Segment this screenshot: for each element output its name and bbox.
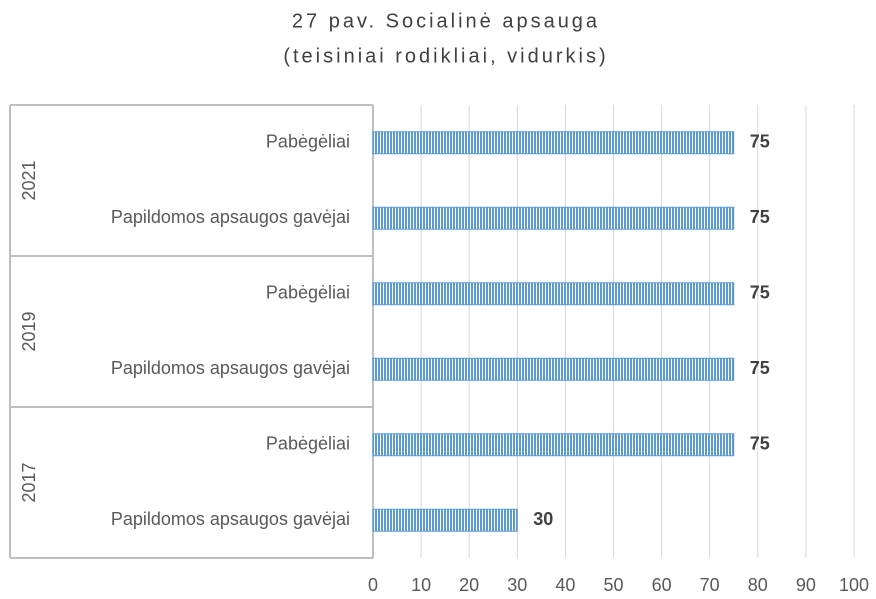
bar: [372, 206, 735, 230]
x-tick-label: 60: [652, 575, 672, 595]
x-tick-label: 50: [603, 575, 623, 595]
x-tick-label: 80: [748, 575, 768, 595]
x-tick-label: 90: [796, 575, 816, 595]
y-tick-label: Pabėgėliai: [266, 434, 350, 454]
y-tick-label: Pabėgėliai: [266, 132, 350, 152]
bar: [372, 282, 735, 306]
value-label: 75: [750, 132, 770, 152]
value-label: 75: [750, 434, 770, 454]
group-label: 2017: [19, 462, 39, 502]
group-label: 2019: [19, 311, 39, 351]
x-tick-label: 100: [839, 575, 869, 595]
x-tick-label: 10: [411, 575, 431, 595]
bar: [372, 508, 518, 532]
x-tick-label: 70: [700, 575, 720, 595]
value-label: 75: [750, 283, 770, 303]
value-label: 75: [750, 207, 770, 227]
x-tick-label: 0: [368, 575, 378, 595]
x-tick-label: 40: [555, 575, 575, 595]
y-tick-label: Papildomos apsaugos gavėjai: [111, 509, 350, 529]
bar: [372, 357, 735, 381]
y-tick-label: Papildomos apsaugos gavėjai: [111, 358, 350, 378]
chart-subtitle: (teisiniai rodikliai, vidurkis): [283, 45, 608, 67]
x-tick-label: 30: [507, 575, 527, 595]
y-tick-label: Pabėgėliai: [266, 283, 350, 303]
value-label: 75: [750, 358, 770, 378]
value-label: 30: [533, 509, 553, 529]
x-tick-label: 20: [459, 575, 479, 595]
bar: [372, 131, 735, 155]
group-label: 2021: [19, 160, 39, 200]
chart-title: 27 pav. Socialinė apsauga: [292, 10, 600, 32]
bar: [372, 433, 735, 457]
y-tick-label: Papildomos apsaugos gavėjai: [111, 207, 350, 227]
